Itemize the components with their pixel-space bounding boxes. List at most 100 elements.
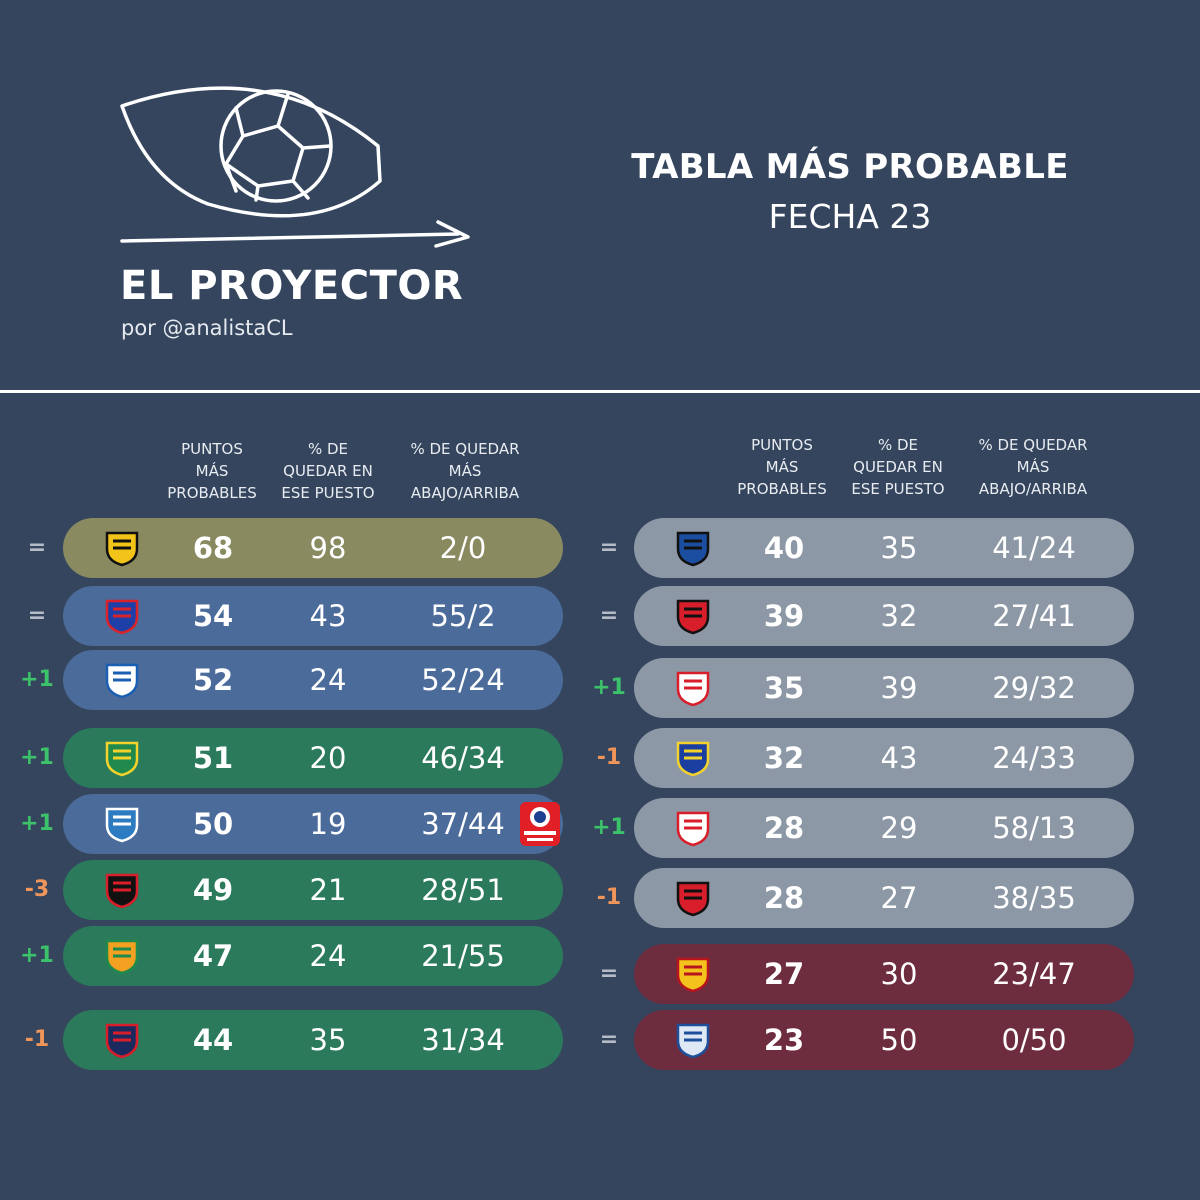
right-position-change: +1 (592, 815, 626, 840)
team-position-pct: 21 (309, 873, 347, 907)
left-table-row: 51 20 46/34 (63, 728, 563, 788)
team-below-above: 23/47 (992, 957, 1076, 991)
eye-ball-logo-icon (120, 86, 470, 248)
left-table-row: 50 19 37/44 (63, 794, 563, 854)
right-position-change: -1 (596, 885, 622, 910)
huachipato-crest-icon (674, 529, 712, 567)
brand-title: EL PROYECTOR (120, 263, 464, 309)
left-position-change: -1 (24, 1027, 50, 1052)
right-table-row: 28 29 58/13 (634, 798, 1134, 858)
header-below-above-left: % DE QUEDAR MÁS ABAJO/ARRIBA (410, 440, 520, 502)
right-position-change: = (599, 603, 619, 628)
team-points: 35 (763, 671, 805, 705)
team-position-pct: 32 (880, 599, 918, 633)
team-below-above: 28/51 (421, 873, 505, 907)
team-below-above: 46/34 (421, 741, 505, 775)
team-position-pct: 98 (309, 531, 347, 565)
header-position-pct-right: % DE QUEDAR EN ESE PUESTO (851, 436, 945, 498)
nublense-crest-icon (674, 597, 712, 635)
right-position-change: = (599, 535, 619, 560)
left-position-change: +1 (20, 811, 54, 836)
right-position-change: = (599, 961, 619, 986)
team-points: 52 (192, 663, 234, 697)
team-position-pct: 30 (880, 957, 918, 991)
team-points: 54 (192, 599, 234, 633)
team-position-pct: 19 (309, 807, 347, 841)
team-points: 50 (192, 807, 234, 841)
left-table-row: 47 24 21/55 (63, 926, 563, 986)
header-divider (0, 390, 1200, 393)
cobresal-crest-icon (103, 937, 141, 975)
team-points: 32 (763, 741, 805, 775)
team-below-above: 24/33 (992, 741, 1076, 775)
right-table-row: 27 30 23/47 (634, 944, 1134, 1004)
team-points: 49 (192, 873, 234, 907)
copa-chile-badge-icon (518, 800, 562, 848)
team-points: 27 (763, 957, 805, 991)
team-position-pct: 39 (880, 671, 918, 705)
header-points-left: PUNTOS MÁS PROBABLES (167, 440, 257, 502)
deportes-limache-crest-icon (674, 879, 712, 917)
right-position-change: +1 (592, 675, 626, 700)
team-position-pct: 50 (880, 1023, 918, 1057)
header-points-right: PUNTOS MÁS PROBABLES (737, 436, 827, 498)
team-points: 28 (763, 881, 805, 915)
team-points: 44 (192, 1023, 234, 1057)
right-table-row: 23 50 0/50 (634, 1010, 1134, 1070)
left-position-change: +1 (20, 943, 54, 968)
left-position-change: -3 (24, 877, 50, 902)
team-position-pct: 43 (880, 741, 918, 775)
team-points: 40 (763, 531, 805, 565)
team-below-above: 27/41 (992, 599, 1076, 633)
team-below-above: 41/24 (992, 531, 1076, 565)
team-points: 39 (763, 599, 805, 633)
team-below-above: 58/13 (992, 811, 1076, 845)
union-espanola-crest-icon (674, 955, 712, 993)
right-table-row: 40 35 41/24 (634, 518, 1134, 578)
team-position-pct: 35 (880, 531, 918, 565)
team-below-above: 37/44 (421, 807, 505, 841)
colo-colo-crest-icon (103, 1021, 141, 1059)
page-subtitle: FECHA 23 (768, 197, 932, 236)
left-table-row: 52 24 52/24 (63, 650, 563, 710)
union-la-calera-crest-icon (674, 669, 712, 707)
left-table-row: 44 35 31/34 (63, 1010, 563, 1070)
team-position-pct: 27 (880, 881, 918, 915)
right-table-row: 35 39 29/32 (634, 658, 1134, 718)
deportes-iquique-crest-icon (674, 1021, 712, 1059)
team-position-pct: 35 (309, 1023, 347, 1057)
team-position-pct: 24 (309, 939, 347, 973)
palestino-crest-icon (103, 871, 141, 909)
team-position-pct: 20 (309, 741, 347, 775)
right-table-row: 39 32 27/41 (634, 586, 1134, 646)
right-table-row: 28 27 38/35 (634, 868, 1134, 928)
ohiggins-crest-icon (103, 739, 141, 777)
team-below-above: 31/34 (421, 1023, 505, 1057)
right-position-change: = (599, 1027, 619, 1052)
right-table-row: 32 43 24/33 (634, 728, 1134, 788)
team-position-pct: 43 (309, 599, 347, 633)
team-points: 51 (192, 741, 234, 775)
team-below-above: 55/2 (430, 599, 496, 633)
team-below-above: 21/55 (421, 939, 505, 973)
right-position-change: -1 (596, 745, 622, 770)
universidad-catolica-crest-icon (103, 661, 141, 699)
universidad-de-chile-crest-icon (103, 597, 141, 635)
team-below-above: 38/35 (992, 881, 1076, 915)
team-points: 28 (763, 811, 805, 845)
everton-crest-icon (674, 739, 712, 777)
left-table-row: 68 98 2/0 (63, 518, 563, 578)
header-position-pct-left: % DE QUEDAR EN ESE PUESTO (281, 440, 375, 502)
team-position-pct: 29 (880, 811, 918, 845)
header-below-above-right: % DE QUEDAR MÁS ABAJO/ARRIBA (978, 436, 1088, 498)
left-position-change: +1 (20, 667, 54, 692)
left-table-row: 49 21 28/51 (63, 860, 563, 920)
team-position-pct: 24 (309, 663, 347, 697)
left-table-row: 54 43 55/2 (63, 586, 563, 646)
coquimbo-unido-crest-icon (103, 529, 141, 567)
left-position-change: +1 (20, 745, 54, 770)
team-below-above: 0/50 (1001, 1023, 1067, 1057)
team-points: 68 (192, 531, 234, 565)
la-serena-crest-icon (674, 809, 712, 847)
page-title: TABLA MÁS PROBABLE (631, 147, 1069, 187)
